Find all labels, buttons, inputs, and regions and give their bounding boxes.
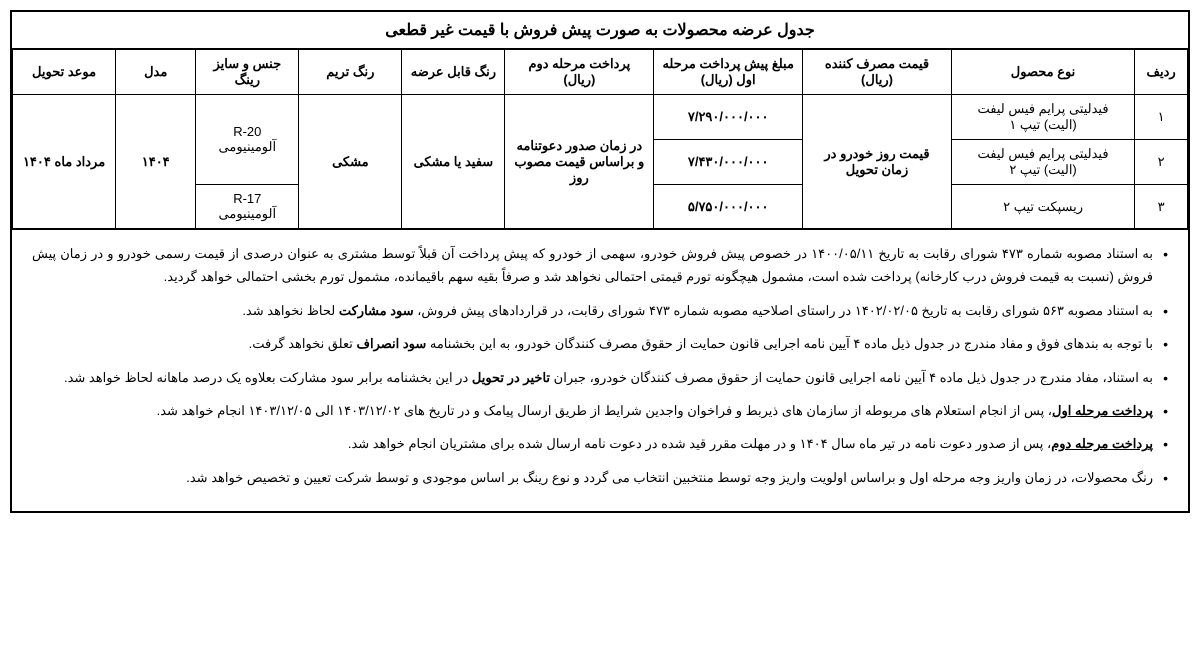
cell-radif: ۱ [1135, 95, 1188, 140]
header-ring: جنس و سایز رینگ [196, 50, 299, 95]
cell-product: فیدلیتی پرایم فیس لیفت (الیت) تیپ ۱ [951, 95, 1134, 140]
document-title: جدول عرضه محصولات به صورت پیش فروش با قی… [12, 12, 1188, 49]
notes-list: به استناد مصوبه شماره ۴۷۳ شورای رقابت به… [32, 242, 1168, 489]
note-text: به استناد مصوبه شماره ۴۷۳ شورای رقابت به… [32, 246, 1153, 284]
note-bold: سود انصراف [356, 336, 426, 351]
cell-trim-color: مشکی [299, 95, 402, 229]
products-table: ردیف نوع محصول قیمت مصرف کننده (ریال) مب… [12, 49, 1188, 229]
note-label: پرداخت مرحله اول [1052, 403, 1153, 418]
cell-consumer-price: قیمت روز خودرو در زمان تحویل [803, 95, 952, 229]
note-text: به استناد، مفاد مندرج در جدول ذیل ماده ۴… [550, 370, 1153, 385]
note-text: تعلق نخواهد گرفت. [249, 336, 357, 351]
note-text: در این بخشنامه برابر سود مشارکت بعلاوه ی… [64, 370, 472, 385]
cell-color: سفید یا مشکی [402, 95, 505, 229]
cell-radif: ۲ [1135, 140, 1188, 185]
note-item: پرداخت مرحله اول، پس از انجام استعلام ها… [32, 399, 1168, 422]
table-row: ۱ فیدلیتی پرایم فیس لیفت (الیت) تیپ ۱ قی… [13, 95, 1188, 140]
note-item: رنگ محصولات، در زمان واریز وجه مرحله اول… [32, 466, 1168, 489]
header-delivery: موعد تحویل [13, 50, 116, 95]
header-pay-phase2: پرداخت مرحله دوم (ریال) [505, 50, 654, 95]
note-bold: سود مشارکت [339, 303, 414, 318]
header-consumer-price: قیمت مصرف کننده (ریال) [803, 50, 952, 95]
note-text: لحاظ نخواهد شد. [242, 303, 339, 318]
cell-model: ۱۴۰۴ [116, 95, 196, 229]
note-label: پرداخت مرحله دوم [1051, 436, 1153, 451]
note-text: با توجه به بندهای فوق و مفاد مندرج در جد… [426, 336, 1153, 351]
note-item: به استناد، مفاد مندرج در جدول ذیل ماده ۴… [32, 366, 1168, 389]
cell-ring-top: R-20 آلومینیومی [196, 95, 299, 185]
header-model: مدل [116, 50, 196, 95]
header-color: رنگ قابل عرضه [402, 50, 505, 95]
note-item: با توجه به بندهای فوق و مفاد مندرج در جد… [32, 332, 1168, 355]
header-prepay-phase1: مبلغ پیش پرداخت مرحله اول (ریال) [654, 50, 803, 95]
header-radif: ردیف [1135, 50, 1188, 95]
cell-radif: ۳ [1135, 185, 1188, 229]
header-trim-color: رنگ تریم [299, 50, 402, 95]
document-container: جدول عرضه محصولات به صورت پیش فروش با قی… [10, 10, 1190, 513]
note-bold: تاخیر در تحویل [472, 370, 550, 385]
cell-ring-bottom: R-17 آلومینیومی [196, 185, 299, 229]
table-header-row: ردیف نوع محصول قیمت مصرف کننده (ریال) مب… [13, 50, 1188, 95]
note-text: ، پس از انجام استعلام های مربوطه از سازم… [157, 403, 1052, 418]
cell-delivery: مرداد ماه ۱۴۰۴ [13, 95, 116, 229]
note-text: ، پس از صدور دعوت نامه در تیر ماه سال ۱۴… [348, 436, 1051, 451]
cell-prepay: ۷/۴۳۰/۰۰۰/۰۰۰ [654, 140, 803, 185]
cell-prepay: ۵/۷۵۰/۰۰۰/۰۰۰ [654, 185, 803, 229]
note-text: به استناد مصوبه ۵۶۳ شورای رقابت به تاریخ… [414, 303, 1153, 318]
note-text: رنگ محصولات، در زمان واریز وجه مرحله اول… [186, 470, 1153, 485]
cell-prepay: ۷/۲۹۰/۰۰۰/۰۰۰ [654, 95, 803, 140]
note-item: به استناد مصوبه شماره ۴۷۳ شورای رقابت به… [32, 242, 1168, 289]
note-item: به استناد مصوبه ۵۶۳ شورای رقابت به تاریخ… [32, 299, 1168, 322]
cell-product: فیدلیتی پرایم فیس لیفت (الیت) تیپ ۲ [951, 140, 1134, 185]
cell-pay-phase2: در زمان صدور دعوتنامه و براساس قیمت مصوب… [505, 95, 654, 229]
note-item: پرداخت مرحله دوم، پس از صدور دعوت نامه د… [32, 432, 1168, 455]
cell-product: ریسپکت تیپ ۲ [951, 185, 1134, 229]
notes-section: به استناد مصوبه شماره ۴۷۳ شورای رقابت به… [12, 229, 1188, 511]
header-product: نوع محصول [951, 50, 1134, 95]
